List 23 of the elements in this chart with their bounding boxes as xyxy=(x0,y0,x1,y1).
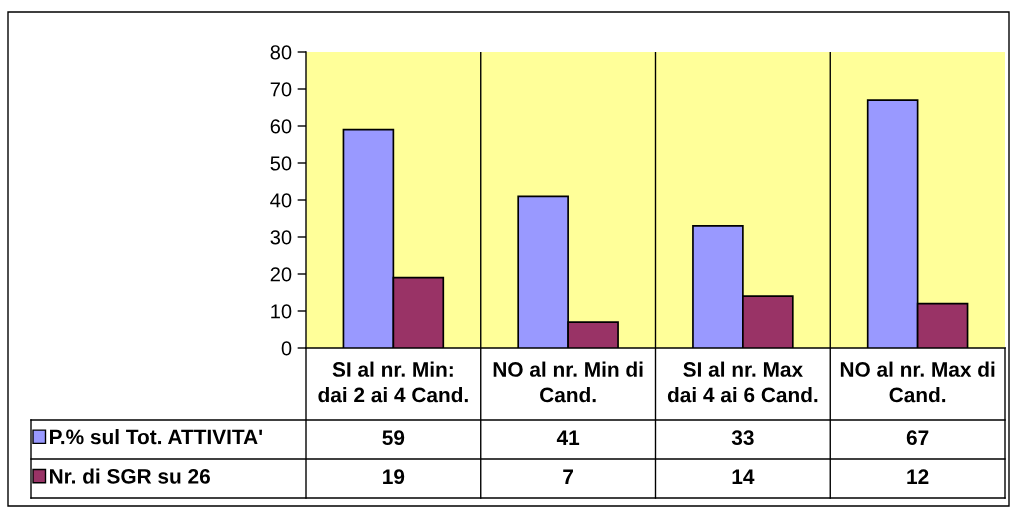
y-tick-label: 30 xyxy=(270,230,292,245)
x-tick-label: SI al nr. Min: dai 2 ai 4 Cand. xyxy=(318,361,468,403)
data-label: 33 xyxy=(731,430,754,446)
y-tick-label: 10 xyxy=(271,304,292,319)
data-label: 19 xyxy=(383,469,405,485)
x-tick-label: NO al nr. Max di Cand. xyxy=(840,361,995,403)
y-tick-label: 60 xyxy=(270,119,292,134)
x-tick-label: NO al nr. Min di Cand. xyxy=(493,361,643,403)
x-tick-label: SI al nr. Max dai 4 ai 6 Cand. xyxy=(667,361,818,403)
legend-label: P.% sul Tot. ATTIVITA' xyxy=(50,429,263,445)
y-tick-label: 70 xyxy=(270,82,292,97)
legend-label: Nr. di SGR su 26 xyxy=(50,468,210,484)
y-tick-label: 40 xyxy=(270,193,292,208)
y-tick-label: 50 xyxy=(270,156,292,171)
data-label: 59 xyxy=(382,430,405,446)
y-tick-label: 80 xyxy=(270,45,292,60)
data-label: 7 xyxy=(563,469,573,484)
data-label: 41 xyxy=(556,430,580,445)
data-label: 67 xyxy=(906,430,929,446)
y-tick-label: 0 xyxy=(281,341,292,356)
data-label: 14 xyxy=(732,469,755,484)
data-label: 12 xyxy=(907,469,929,484)
y-tick-label: 20 xyxy=(270,267,292,282)
